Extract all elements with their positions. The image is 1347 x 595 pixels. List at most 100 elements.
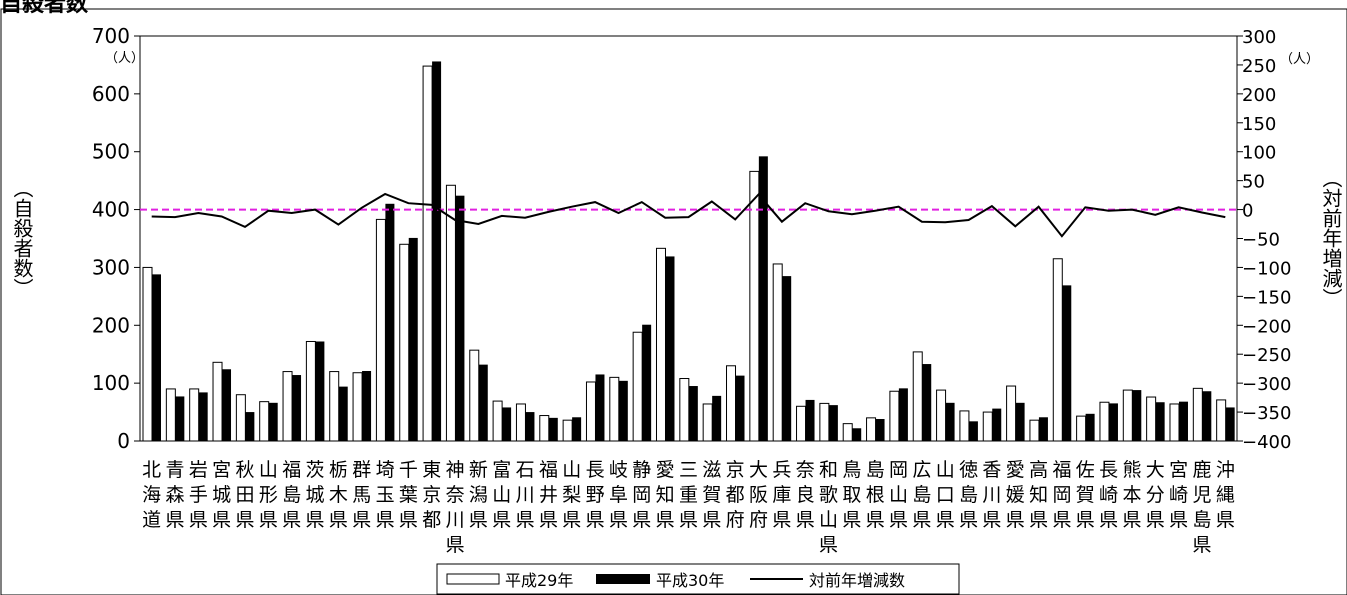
x-tick-label: 山形県 <box>259 459 278 531</box>
bar-2017 <box>1146 396 1157 442</box>
x-tick-label: 長崎県 <box>1099 459 1118 531</box>
x-tick-label: 沖縄県 <box>1216 459 1235 531</box>
y-right-tick-label: −350 <box>1242 403 1291 424</box>
x-tick-label: 東京都 <box>422 459 441 531</box>
y-left-tick-label: 100 <box>92 371 130 395</box>
bar-2017 <box>585 381 596 442</box>
bar-2018 <box>1155 402 1165 441</box>
bar-2017 <box>1052 258 1063 442</box>
bar-2018 <box>1108 403 1118 441</box>
x-tick-label: 千葉県 <box>399 459 418 531</box>
bar-2017 <box>866 417 877 442</box>
y-axis-label-left: （自殺者数） <box>10 178 34 298</box>
bar-2017 <box>1029 419 1040 442</box>
x-tick-label: 石川県 <box>516 459 535 531</box>
bar-2018 <box>1178 401 1188 441</box>
bar-2018 <box>1202 391 1212 441</box>
bar-2017 <box>539 415 550 442</box>
bar-2018 <box>665 256 675 441</box>
bar-2017 <box>726 365 737 442</box>
x-tick-label: 神奈川県 <box>446 459 465 556</box>
bar-2017 <box>142 266 153 442</box>
y-left-tick-label: 600 <box>92 82 130 106</box>
y-right-tick-label: 0 <box>1242 201 1253 222</box>
bar-2017 <box>189 388 200 442</box>
bar-2017 <box>912 351 923 442</box>
bar-2018 <box>268 402 278 441</box>
bar-2018 <box>1062 285 1072 441</box>
x-tick-label: 鳥取県 <box>842 459 861 531</box>
bar-2017 <box>772 263 783 442</box>
bar-2018 <box>175 396 185 441</box>
x-tick-label: 大分県 <box>1146 459 1165 531</box>
bar-2018 <box>1132 390 1142 441</box>
bar-2018 <box>688 386 698 441</box>
legend: 平成29年 平成30年 対前年増減数 <box>436 563 960 595</box>
y-right-tick-label: −400 <box>1242 432 1291 453</box>
bar-2018 <box>1085 413 1095 441</box>
bar-2018 <box>595 374 605 441</box>
x-tick-label: 宮城県 <box>212 459 231 531</box>
x-tick-label: 秋田県 <box>236 459 255 531</box>
x-tick-label: 新潟県 <box>469 459 488 531</box>
x-tick-label: 三重県 <box>679 459 698 531</box>
x-tick-label: 広島県 <box>912 459 931 531</box>
x-tick-label: 和歌山県 <box>819 459 838 556</box>
x-tick-label: 愛知県 <box>656 459 675 531</box>
bar-2018 <box>525 412 535 441</box>
bar-2018 <box>898 388 908 441</box>
bar-2018 <box>642 324 652 441</box>
bar-2018 <box>455 195 465 441</box>
y-left-tick-label: 0 <box>117 429 130 453</box>
x-tick-label: 長野県 <box>586 459 605 531</box>
bar-2018 <box>385 203 395 441</box>
x-tick-label: 茨城県 <box>306 459 325 531</box>
x-tick-label: 滋賀県 <box>702 459 721 531</box>
x-tick-label: 奈良県 <box>796 459 815 531</box>
bar-2018 <box>1015 402 1025 441</box>
bar-2018 <box>222 369 232 441</box>
y-right-tick-label: 200 <box>1242 85 1276 106</box>
y-right-tick-label: −200 <box>1242 316 1291 337</box>
bar-2018 <box>548 417 558 441</box>
bar-2018 <box>408 237 418 441</box>
bar-2018 <box>712 395 722 441</box>
bar-2017 <box>702 403 713 442</box>
y-right-tick-label: −250 <box>1242 345 1291 366</box>
legend-box <box>436 563 960 595</box>
bar-2017 <box>819 402 830 442</box>
bar-2017 <box>609 376 620 442</box>
x-tick-label: 福岡県 <box>1052 459 1071 531</box>
bar-2017 <box>375 218 386 442</box>
legend-label-2018: 平成30年 <box>656 571 724 590</box>
bar-2017 <box>982 411 993 442</box>
bar-2017 <box>1006 385 1017 442</box>
bar-2018 <box>292 375 302 441</box>
bar-2017 <box>235 394 246 442</box>
bar-2018 <box>875 419 885 441</box>
bar-2018 <box>432 61 442 441</box>
bar-2017 <box>655 247 666 442</box>
bar-2017 <box>212 361 223 442</box>
x-tick-label: 岩手県 <box>189 459 208 531</box>
x-tick-label: 京都府 <box>726 459 745 531</box>
x-axis-labels: 北海道青森県岩手県宮城県秋田県山形県福島県茨城県栃木県群馬県埼玉県千葉県東京都神… <box>142 459 1235 556</box>
bar-2017 <box>1076 415 1087 442</box>
series-line-diff <box>151 192 1226 238</box>
bar-2017 <box>562 419 573 442</box>
legend-swatch-2017 <box>446 573 500 585</box>
y-axis-unit-right: （人） <box>1280 52 1319 67</box>
x-tick-label: 岐阜県 <box>609 459 628 531</box>
bar-2017 <box>1216 399 1227 442</box>
x-tick-label: 岡山県 <box>889 459 908 531</box>
bar-2018 <box>478 364 488 441</box>
bar-2018 <box>828 405 838 441</box>
chart-area-border <box>0 8 1347 595</box>
bar-2017 <box>329 371 340 442</box>
y-right-tick-label: 100 <box>1242 143 1276 164</box>
y-left-tick-label: 300 <box>92 255 130 279</box>
x-tick-label: 静岡県 <box>632 459 651 531</box>
x-tick-label: 山梨県 <box>562 459 581 531</box>
x-tick-label: 宮崎県 <box>1169 459 1188 531</box>
